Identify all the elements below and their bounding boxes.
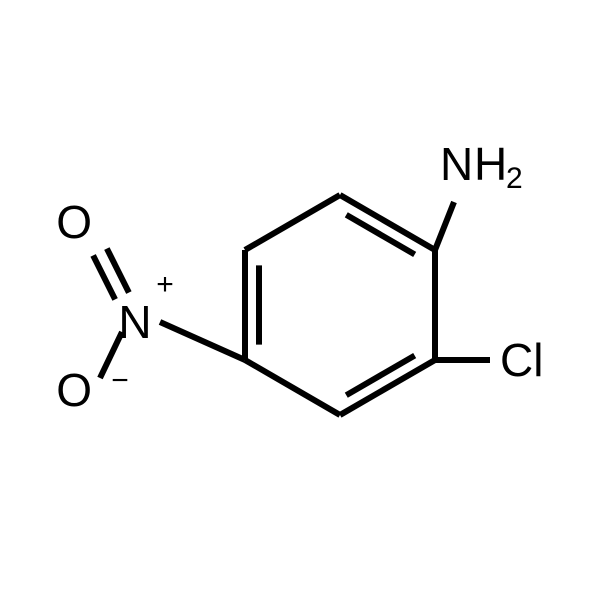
nitro-O-bottom-label: O: [56, 364, 92, 416]
nitro-N-charge: +: [156, 268, 174, 301]
ring-bond: [245, 195, 340, 250]
nitro-N-label: N: [118, 296, 151, 348]
nitro-O-charge: −: [111, 364, 129, 397]
molecule-diagram: NH2ClN+OO−: [0, 0, 600, 600]
amine-subscript-2: 2: [506, 162, 523, 195]
nitro-O-top-label: O: [56, 196, 92, 248]
amine-N-label: N: [440, 138, 473, 190]
bond-single: [160, 322, 245, 360]
bond-single: [435, 202, 454, 250]
ring-bond: [245, 360, 340, 415]
amine-H-label: H: [474, 138, 507, 190]
chloro-label: Cl: [500, 334, 543, 386]
